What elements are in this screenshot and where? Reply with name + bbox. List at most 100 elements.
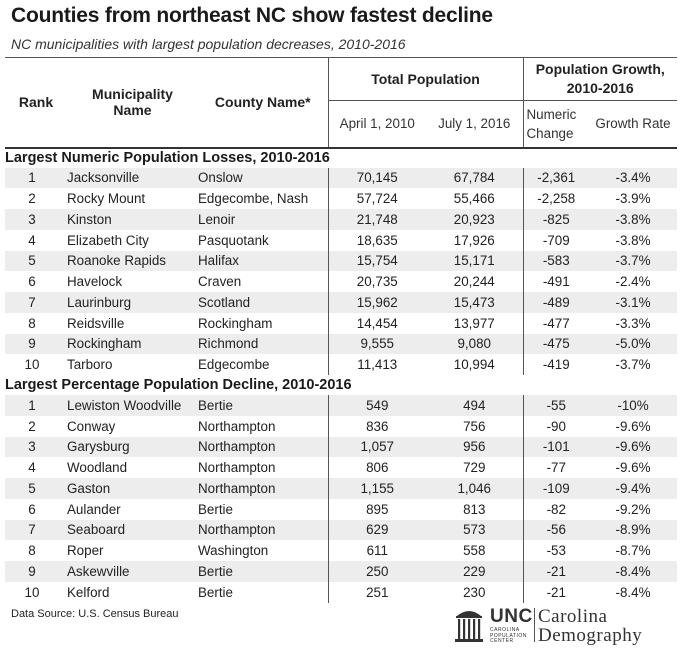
- numeric-change-cell: -475: [522, 333, 589, 355]
- rank-cell: 10: [24, 584, 40, 600]
- rank-cell: 6: [28, 501, 36, 517]
- july-2016-cell: 17,926: [453, 232, 495, 248]
- april-2010-cell: 629: [327, 519, 426, 541]
- county-cell: Lenoir: [198, 209, 328, 230]
- population-table: Rank Municipality Name County Name* Tota…: [5, 57, 677, 603]
- growth-rate-cell: -3.9%: [615, 191, 651, 207]
- july-2016-header: July 1, 2016: [426, 100, 523, 149]
- county-cell: Bertie: [198, 501, 233, 517]
- numeric-change-cell: -53: [522, 540, 589, 561]
- table-row: 10 Kelford Bertie 251 230 -21 -8.4%: [5, 581, 677, 603]
- rank-cell: 1: [5, 167, 67, 189]
- county-cell: Washington: [198, 543, 269, 559]
- municipality-cell: Garysburg: [67, 436, 198, 458]
- growth-rate-cell: -3.8%: [615, 232, 651, 248]
- municipality-cell: Kelford: [67, 584, 110, 600]
- april-2010-cell: 251: [327, 581, 426, 603]
- table-row: 4 Woodland Northampton 806 729 -77 -9.6%: [5, 457, 677, 478]
- municipality-cell: Kinston: [67, 209, 198, 230]
- municipality-cell: Elizabeth City: [67, 232, 149, 248]
- july-2016-cell: 67,784: [426, 167, 523, 189]
- rank-cell: 3: [5, 209, 67, 230]
- table-header: Rank Municipality Name County Name* Tota…: [5, 57, 677, 149]
- numeric-change-cell: -55: [522, 395, 589, 416]
- april-2010-cell: 57,724: [327, 188, 426, 209]
- april-2010-header: April 1, 2010: [327, 100, 426, 149]
- page-subtitle: NC municipalities with largest populatio…: [11, 36, 406, 52]
- growth-rate-cell: -9.2%: [615, 501, 651, 517]
- july-2016-cell: 1,046: [426, 478, 523, 499]
- section-title: Largest Percentage Population Decline, 2…: [5, 377, 352, 393]
- municipality-cell: Roper: [67, 543, 104, 559]
- table-row: 6 Havelock Craven 20,735 20,244 -491 -2.4%: [5, 271, 677, 292]
- growth-rate-cell: -3.1%: [589, 292, 677, 313]
- page-title: Counties from northeast NC show fastest …: [11, 4, 493, 27]
- growth-rate-cell: -5.0%: [589, 333, 677, 355]
- table-row: 2 Rocky Mount Edgecombe, Nash 57,724 55,466 -…: [5, 188, 677, 209]
- population-growth-header: Population Growth, 2010-2016: [522, 57, 677, 101]
- april-2010-cell: 1,155: [327, 478, 426, 499]
- old-well-icon: [455, 611, 483, 642]
- numeric-change-cell: -21: [522, 581, 589, 603]
- county-cell: Rockingham: [198, 315, 273, 331]
- logo-carolina-text: Carolina: [538, 606, 608, 627]
- rank-cell: 7: [5, 292, 67, 313]
- municipality-cell: Laurinburg: [67, 292, 198, 313]
- growth-rate-cell: -2.4%: [615, 274, 651, 290]
- numeric-change-cell: -709: [522, 229, 589, 251]
- growth-rate-cell: -9.6%: [615, 418, 651, 434]
- growth-rate-cell: -9.6%: [589, 436, 677, 458]
- rank-cell: 4: [28, 232, 36, 248]
- municipality-cell: Havelock: [67, 274, 123, 290]
- table-row: 1 Lewiston Woodville Bertie 549 494 -55 -10%: [5, 395, 677, 416]
- numeric-change-cell: -90: [522, 415, 589, 437]
- rank-cell: 7: [5, 519, 67, 541]
- numeric-change-cell: -2,258: [522, 188, 589, 209]
- april-2010-cell: 806: [327, 457, 426, 478]
- county-cell: Bertie: [198, 395, 328, 416]
- numeric-change-cell: -825: [522, 209, 589, 230]
- july-2016-cell: 229: [426, 561, 523, 582]
- growth-rate-cell: -9.6%: [615, 460, 651, 476]
- table-row: 7 Seaboard Northampton 629 573 -56 -8.9%: [5, 519, 677, 541]
- april-2010-cell: 836: [327, 415, 426, 437]
- table-row: 10 Tarboro Edgecombe 11,413 10,994 -419 -3.7%: [5, 354, 677, 375]
- table-body: Largest Numeric Population Losses, 2010-…: [5, 148, 677, 603]
- municipality-cell: Lewiston Woodville: [67, 395, 198, 416]
- july-2016-cell: 55,466: [453, 191, 495, 207]
- county-cell: Scotland: [198, 292, 328, 313]
- table-row: 5 Gaston Northampton 1,155 1,046 -109 -9.4%: [5, 478, 677, 499]
- numeric-change-cell: -491: [522, 271, 589, 292]
- numeric-change-cell: -477: [522, 312, 589, 334]
- growth-rate-cell: -3.4%: [589, 167, 677, 189]
- numeric-change-cell: -82: [522, 498, 589, 520]
- logo-small-text: CAROLINA POPULATION CENTER: [490, 627, 527, 644]
- county-cell: Bertie: [198, 561, 328, 582]
- county-cell: Pasquotank: [198, 232, 269, 248]
- municipality-cell: Tarboro: [67, 357, 113, 373]
- rank-cell: 9: [5, 561, 67, 582]
- july-2016-cell: 558: [463, 543, 486, 559]
- july-2016-cell: 729: [463, 460, 486, 476]
- growth-rate-cell: -10%: [589, 395, 677, 416]
- municipality-cell: Reidsville: [67, 315, 125, 331]
- numeric-change-cell: -2,361: [522, 167, 589, 189]
- rank-cell: 9: [5, 333, 67, 355]
- april-2010-cell: 549: [327, 395, 426, 416]
- july-2016-cell: 20,923: [426, 209, 523, 230]
- municipality-header: Municipality Name: [67, 57, 198, 149]
- april-2010-cell: 14,454: [327, 312, 426, 334]
- municipality-cell: Seaboard: [67, 519, 198, 541]
- section-header: Largest Percentage Population Decline, 2…: [5, 375, 677, 395]
- april-2010-cell: 895: [327, 498, 426, 520]
- municipality-cell: Rocky Mount: [67, 191, 146, 207]
- numeric-change-cell: -56: [522, 519, 589, 541]
- county-cell: Northampton: [198, 519, 328, 541]
- rank-cell: 5: [5, 478, 67, 499]
- table-row: 2 Conway Northampton 836 756 -90 -9.6%: [5, 415, 677, 437]
- logo-unc-text: UNC: [490, 606, 533, 627]
- july-2016-cell: 20,244: [453, 274, 495, 290]
- section-header: Largest Numeric Population Losses, 2010-…: [5, 148, 677, 168]
- numeric-change-cell: -583: [522, 250, 589, 272]
- rank-cell: 2: [28, 191, 36, 207]
